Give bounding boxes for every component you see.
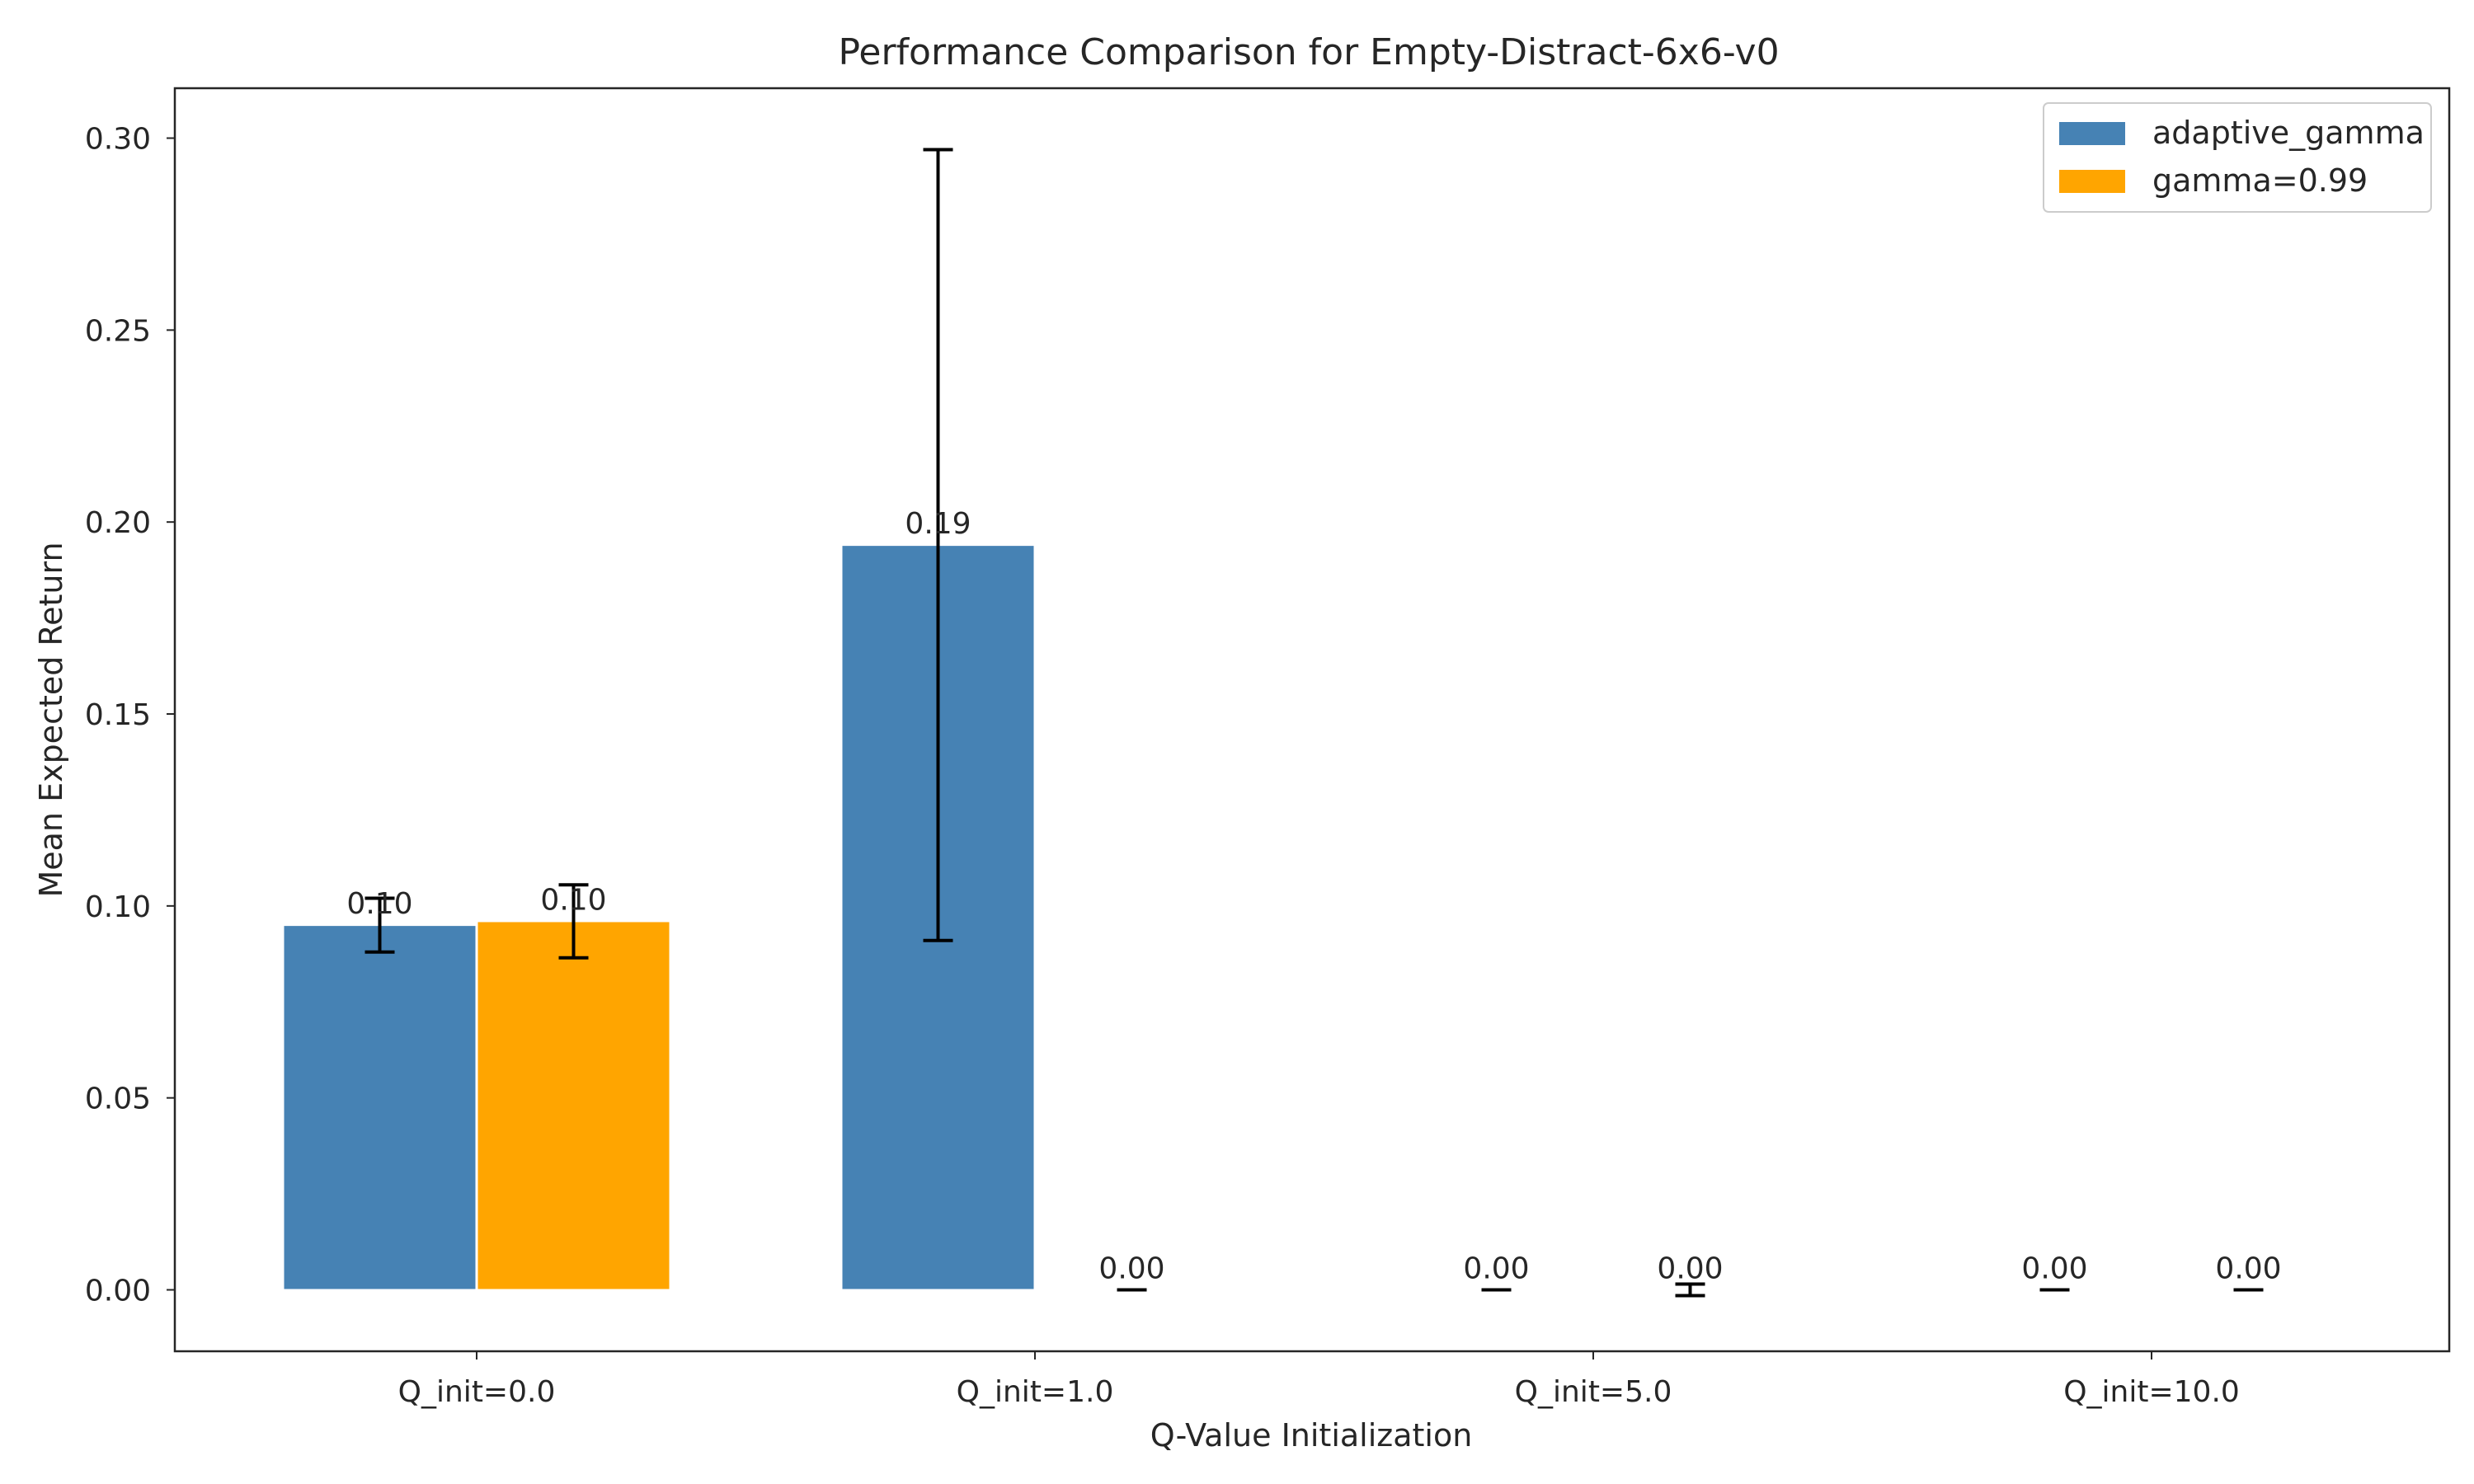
y-tick-label: 0.30 [85,123,151,157]
data-label-s0-c3: 0.00 [2021,1252,2087,1285]
data-label-s0-c0: 0.10 [346,887,412,921]
y-tick-label: 0.00 [85,1274,151,1308]
y-tick-label: 0.05 [85,1082,151,1116]
plot-frame [173,87,2451,1353]
errorbars-layer [365,148,2264,1298]
legend: adaptive_gamma gamma=0.99 [2043,102,2432,213]
legend-swatch-gamma-0-99 [2059,170,2125,193]
data-labels-layer: 0.10 0.19 0.00 0.00 0.10 0.00 0.00 0.00 [346,507,2281,1285]
data-label-s1-c1: 0.00 [1098,1252,1164,1285]
legend-label-gamma-0-99: gamma=0.99 [2152,162,2368,199]
x-axis: Q_init=0.0 Q_init=1.0 Q_init=5.0 Q_init=10.… [398,1351,2240,1409]
x-tick-label: Q_init=10.0 [2063,1375,2240,1409]
error-bar-s1-c0 [558,883,589,960]
data-label-s1-c2: 0.00 [1657,1252,1723,1285]
y-tick-label: 0.15 [85,698,151,732]
bar-s0-c0 [282,924,477,1291]
legend-label-adaptive-gamma: adaptive_gamma [2152,115,2425,151]
bar-s1-c0 [476,920,671,1291]
y-axis: 0.00 0.05 0.10 0.15 0.20 0.25 0.30 [85,123,175,1308]
legend-swatch-adaptive-gamma [2059,122,2125,145]
error-bar-s0-c1 [923,148,953,942]
data-label-s0-c2: 0.00 [1463,1252,1529,1285]
error-bar-s0-c0 [365,896,395,954]
y-tick-label: 0.20 [85,506,151,540]
y-tick-label: 0.25 [85,314,151,348]
x-tick-label: Q_init=1.0 [957,1375,1114,1409]
chart-title: Performance Comparison for Empty-Distrac… [838,31,1779,73]
data-label-s1-c0: 0.10 [540,883,606,917]
error-bar-s1-c2 [1675,1282,1705,1298]
data-label-s1-c3: 0.00 [2215,1252,2281,1285]
y-axis-label: Mean Expected Return [33,542,69,897]
data-label-s0-c1: 0.19 [905,507,971,541]
x-tick-label: Q_init=5.0 [1515,1375,1672,1409]
x-tick-label: Q_init=0.0 [398,1375,556,1409]
x-axis-label: Q-Value Initialization [1150,1417,1473,1453]
legend-frame [2043,102,2432,213]
y-tick-label: 0.10 [85,890,151,924]
